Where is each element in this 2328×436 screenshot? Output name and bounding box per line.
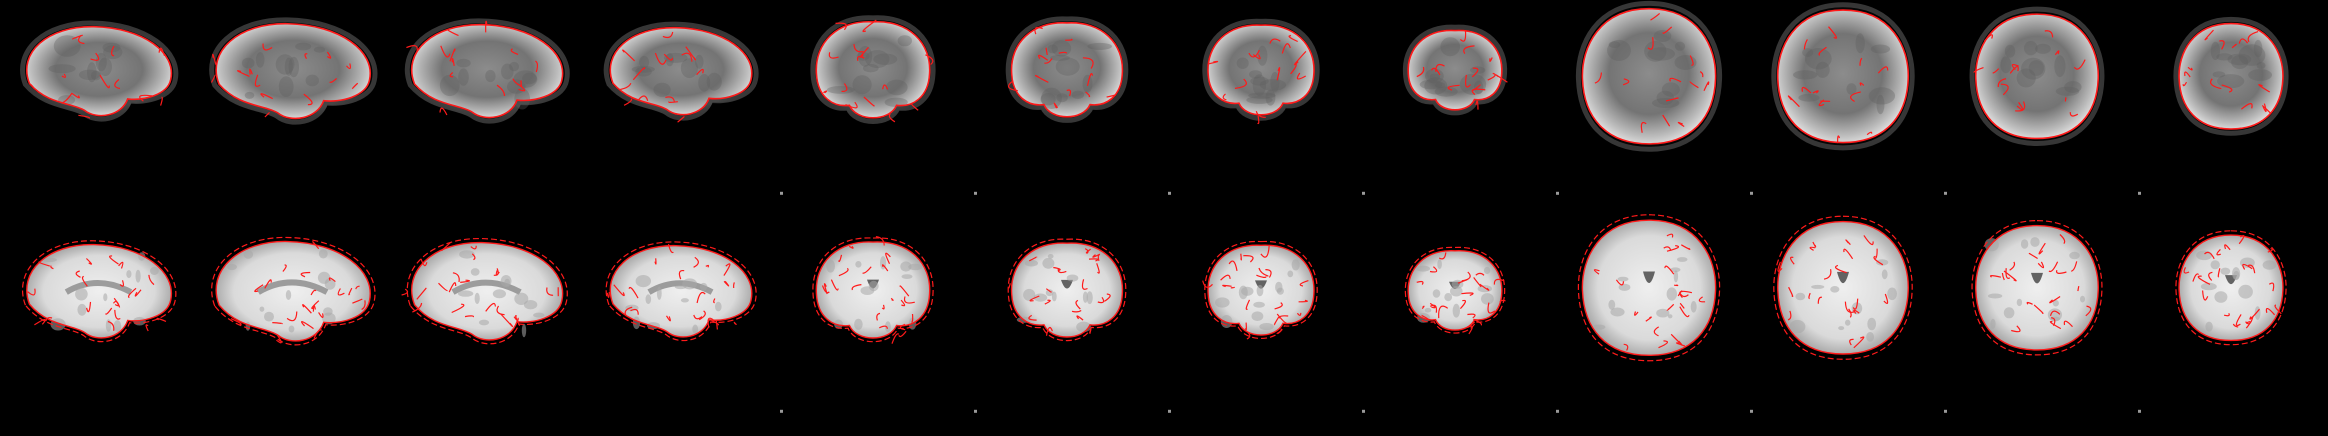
slice-marker <box>1750 191 1753 195</box>
slice-marker <box>1750 409 1753 413</box>
epi-sagittal-slice-3 <box>402 18 572 124</box>
epi-axial-slice-9 <box>1556 0 1724 195</box>
slice-marker <box>1168 191 1171 195</box>
t1-axial-slice-12 <box>2138 230 2287 413</box>
slice-marker <box>974 191 977 195</box>
slice-marker <box>1362 191 1365 195</box>
t1-sagittal-slice-3 <box>401 237 568 345</box>
t1-sagittal-slice-2 <box>211 236 376 346</box>
epi-axial-slice-12 <box>2138 16 2290 195</box>
slice-marker <box>1944 191 1947 195</box>
slice-marker <box>1944 409 1947 413</box>
slice-marker <box>1556 409 1559 413</box>
t1-coronal-slice-5 <box>780 236 934 413</box>
t1-axial-slice-9 <box>1556 214 1721 413</box>
slice-marker <box>974 409 977 413</box>
slice-marker <box>1362 409 1365 413</box>
t1-coronal-slice-7 <box>1168 240 1318 413</box>
epi-coronal-slice-8 <box>1362 24 1508 195</box>
epi-sagittal-slice-4 <box>602 21 761 123</box>
slice-marker <box>780 409 783 413</box>
epi-sagittal-slice-1 <box>18 20 181 122</box>
t1-sagittal-slice-1 <box>21 240 177 343</box>
epi-axial-slice-11 <box>1944 5 2106 195</box>
epi-coronal-slice-6 <box>974 15 1130 195</box>
slice-marker <box>780 191 783 195</box>
t1-coronal-slice-6 <box>974 238 1127 413</box>
epi-coronal-slice-7 <box>1168 18 1321 195</box>
epi-sagittal-slice-2 <box>207 16 380 125</box>
slice-marker <box>2138 409 2141 413</box>
t1-axial-slice-10 <box>1750 215 1913 413</box>
t1-coronal-slice-8 <box>1362 246 1506 413</box>
slice-marker <box>2138 191 2141 195</box>
slice-marker <box>1168 409 1171 413</box>
t1-axial-slice-11 <box>1944 220 2103 413</box>
slice-marker <box>1556 191 1559 195</box>
t1-sagittal-slice-4 <box>605 241 757 342</box>
epi-axial-slice-10 <box>1750 0 1917 195</box>
epi-coronal-slice-5 <box>780 14 937 195</box>
